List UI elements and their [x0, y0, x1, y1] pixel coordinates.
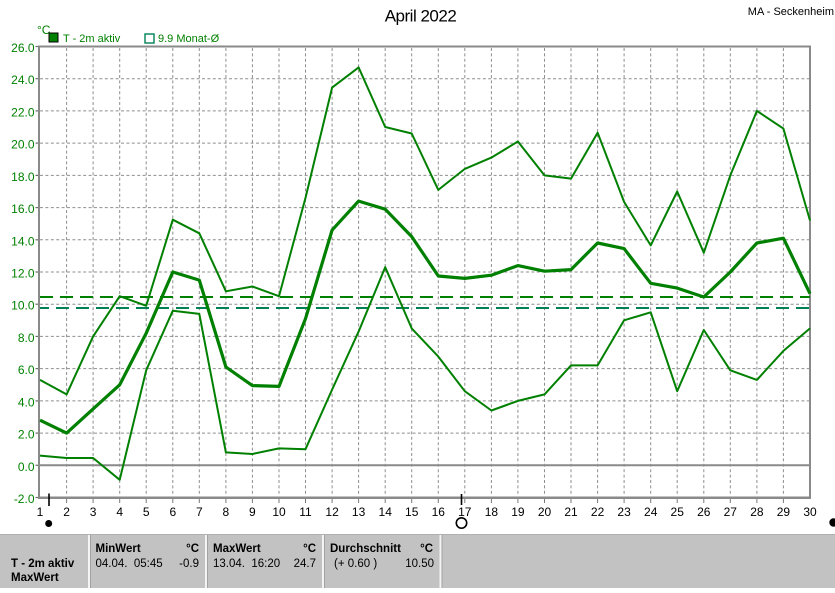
svg-text:11: 11 [299, 505, 312, 519]
svg-text:7: 7 [196, 505, 203, 519]
svg-text:17: 17 [458, 505, 472, 519]
svg-text:4: 4 [116, 505, 123, 519]
svg-text:2: 2 [63, 505, 70, 519]
svg-text:22.0: 22.0 [11, 105, 35, 119]
svg-text:19: 19 [511, 505, 525, 519]
svg-text:13.04. 16:20: 13.04. 16:20 [213, 558, 280, 570]
svg-text:°C: °C [37, 23, 51, 37]
svg-text:4.0: 4.0 [18, 395, 35, 409]
svg-text:6.0: 6.0 [18, 363, 35, 377]
svg-text:3: 3 [90, 505, 97, 519]
svg-text:12.0: 12.0 [11, 267, 35, 281]
svg-text:-0.9: -0.9 [179, 558, 199, 570]
svg-text:0.0: 0.0 [18, 460, 35, 474]
svg-text:MaxWert: MaxWert [11, 572, 59, 584]
svg-text:26.0: 26.0 [11, 41, 35, 55]
svg-text:MA - Seckenheim: MA - Seckenheim [748, 6, 834, 18]
svg-text:6: 6 [169, 505, 176, 519]
svg-text:T - 2m aktiv: T - 2m aktiv [11, 558, 75, 570]
svg-text:MinWert: MinWert [96, 543, 141, 555]
svg-text:9: 9 [249, 505, 256, 519]
svg-text:18: 18 [485, 505, 499, 519]
svg-text:10.50: 10.50 [405, 558, 434, 570]
svg-text:27: 27 [724, 505, 738, 519]
svg-text:12: 12 [325, 505, 339, 519]
svg-text:10: 10 [272, 505, 286, 519]
svg-text:21: 21 [564, 505, 578, 519]
svg-text:1: 1 [37, 505, 44, 519]
svg-text:-2.0: -2.0 [14, 492, 35, 506]
svg-text:04.04. 05:45: 04.04. 05:45 [96, 558, 163, 570]
svg-text:Durchschnitt: Durchschnitt [330, 543, 401, 555]
svg-text:8.0: 8.0 [18, 331, 35, 345]
svg-text:20: 20 [538, 505, 552, 519]
svg-text:29: 29 [777, 505, 791, 519]
svg-text:13: 13 [352, 505, 366, 519]
svg-text:16.0: 16.0 [11, 202, 35, 216]
svg-text:April 2022: April 2022 [385, 7, 457, 26]
svg-text:25: 25 [671, 505, 685, 519]
svg-text:22: 22 [591, 505, 605, 519]
svg-text:5: 5 [143, 505, 150, 519]
svg-text:MaxWert: MaxWert [213, 543, 261, 555]
svg-text:°C: °C [420, 543, 433, 555]
svg-text:2.0: 2.0 [18, 428, 35, 442]
svg-text:24.7: 24.7 [294, 558, 316, 570]
svg-text:(+ 0.60 ): (+ 0.60 ) [334, 558, 377, 570]
svg-text:15: 15 [405, 505, 419, 519]
svg-text:°C: °C [303, 543, 316, 555]
svg-text:18.0: 18.0 [11, 170, 35, 184]
svg-text:30: 30 [803, 505, 817, 519]
svg-text:T - 2m aktiv: T - 2m aktiv [63, 33, 121, 45]
svg-text:24.0: 24.0 [11, 73, 35, 87]
svg-text:14.0: 14.0 [11, 234, 35, 248]
svg-text:°C: °C [186, 543, 199, 555]
svg-text:26: 26 [697, 505, 711, 519]
svg-text:10.0: 10.0 [11, 299, 35, 313]
svg-text:24: 24 [644, 505, 658, 519]
svg-text:8: 8 [223, 505, 230, 519]
svg-text:9.9 Monat-Ø: 9.9 Monat-Ø [158, 33, 220, 45]
svg-text:23: 23 [617, 505, 631, 519]
svg-text:16: 16 [432, 505, 446, 519]
svg-text:20.0: 20.0 [11, 138, 35, 152]
svg-text:14: 14 [379, 505, 393, 519]
svg-text:28: 28 [750, 505, 764, 519]
